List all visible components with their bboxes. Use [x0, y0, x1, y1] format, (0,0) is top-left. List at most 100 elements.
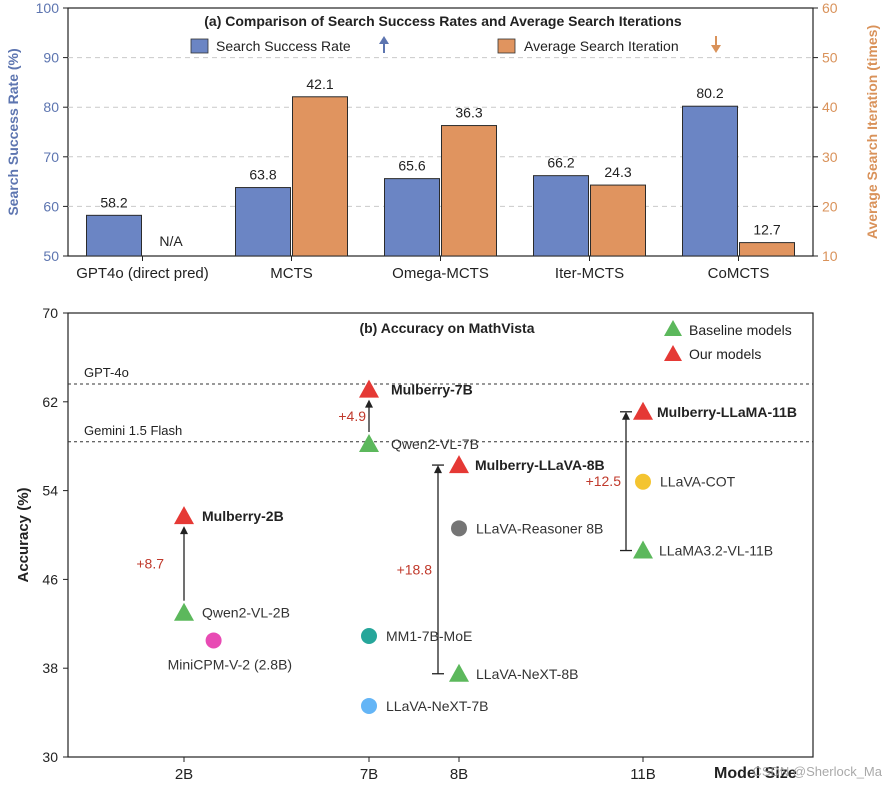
- legend-marker-ours: [664, 345, 682, 361]
- point-label: LLaVA-COT: [660, 474, 736, 490]
- x-tick-label: 2B: [175, 766, 193, 783]
- bar-na-label: N/A: [159, 233, 183, 249]
- improvement-label: +8.7: [136, 555, 164, 571]
- watermark: CSDN @Sherlock_Ma: [752, 764, 882, 779]
- y-tick-label: 80: [43, 99, 59, 115]
- x-tick-label: Iter-MCTS: [555, 265, 624, 282]
- y-axis-label-accuracy: Accuracy (%): [15, 487, 32, 582]
- bar-value-label: 58.2: [100, 194, 127, 210]
- x-tick-label: GPT4o (direct pred): [76, 265, 209, 282]
- point-label: MiniCPM-V-2 (2.8B): [168, 656, 292, 672]
- bar-search-iteration: [590, 184, 646, 257]
- y-tick-label: 54: [42, 483, 58, 499]
- x-tick-label: CoMCTS: [708, 265, 770, 282]
- y-tick-label: 50: [43, 248, 59, 264]
- improvement-label: +4.9: [338, 408, 366, 424]
- improvement-arrow: [620, 411, 632, 552]
- point-label: Mulberry-2B: [202, 508, 284, 524]
- bar-search-iteration: [292, 96, 348, 257]
- x-tick-label: Omega-MCTS: [392, 265, 489, 282]
- y-tick-label: 38: [42, 660, 58, 676]
- bar-value-label: 36.3: [455, 105, 482, 121]
- scatter-point-triangle: [174, 602, 194, 621]
- x-tick-label: 8B: [450, 766, 468, 783]
- bar-success-rate: [86, 214, 142, 257]
- scatter-point-circle: [635, 473, 651, 490]
- point-label: Qwen2-VL-2B: [202, 605, 290, 621]
- legend-marker-baseline: [664, 320, 682, 336]
- y2-tick-label: 20: [822, 198, 838, 214]
- legend-label-ours: Our models: [689, 346, 761, 362]
- bar-value-label: 42.1: [306, 76, 333, 92]
- legend-label-iteration: Average Search Iteration: [524, 38, 679, 54]
- legend-label-baseline: Baseline models: [689, 322, 792, 338]
- legend-swatch-iteration: [497, 38, 516, 54]
- reference-line-label: GPT-4o: [84, 365, 129, 380]
- y-tick-label: 60: [43, 198, 59, 214]
- x-tick-label: MCTS: [270, 265, 313, 282]
- point-label: LLaVA-NeXT-7B: [386, 698, 488, 714]
- scatter-point-triangle: [449, 663, 469, 682]
- bar-search-iteration: [739, 242, 795, 257]
- point-label: Mulberry-LLaMA-11B: [657, 404, 797, 420]
- scatter-point-circle: [361, 697, 377, 714]
- point-label: Mulberry-LLaVA-8B: [475, 457, 605, 473]
- scatter-point-triangle: [449, 455, 469, 474]
- bar-success-rate: [533, 175, 589, 257]
- legend-label-success: Search Success Rate: [216, 38, 351, 54]
- bar-value-label: 80.2: [696, 85, 723, 101]
- scatter-point-triangle: [633, 540, 653, 559]
- arrow-down-icon: [711, 36, 721, 53]
- bar-value-label: 12.7: [753, 222, 780, 238]
- scatter-point-circle: [205, 632, 222, 649]
- y2-tick-label: 50: [822, 50, 838, 66]
- y-tick-label: 70: [42, 305, 58, 321]
- y-tick-label: 70: [43, 149, 59, 165]
- scatter-point-triangle: [633, 401, 653, 420]
- reference-line-label: Gemini 1.5 Flash: [84, 423, 182, 438]
- point-label: LLaVA-NeXT-8B: [476, 666, 578, 682]
- panel-b-title: (b) Accuracy on MathVista: [359, 320, 534, 336]
- panel-b-legend: Baseline models Our models: [664, 320, 792, 362]
- panel-b-scatter-chart: 30 38 46 54 62 70 2B 7B 8B 11B GPT-4o Gemini 1.5 …: [15, 305, 814, 783]
- scatter-point-triangle: [174, 506, 194, 525]
- scatter-point-circle: [451, 520, 467, 537]
- bar-value-label: 63.8: [249, 167, 276, 183]
- bar-success-rate: [682, 105, 738, 257]
- y2-tick-label: 10: [822, 248, 838, 264]
- y2-tick-label: 40: [822, 99, 838, 115]
- point-label: Mulberry-7B: [391, 382, 473, 398]
- improvement-arrow: [365, 399, 373, 432]
- bar-value-label: 65.6: [398, 158, 425, 174]
- x-axis-label-model-size: Model Size: [714, 765, 797, 782]
- bar-value-label: 66.2: [547, 155, 574, 171]
- improvement-arrow: [432, 464, 444, 675]
- panel-a-title: (a) Comparison of Search Success Rates a…: [204, 13, 682, 29]
- y-tick-label: 30: [42, 749, 58, 765]
- scatter-point-triangle: [359, 379, 379, 398]
- point-label: MM1-7B-MoE: [386, 628, 472, 644]
- y-tick-label: 100: [36, 0, 60, 16]
- y2-tick-label: 30: [822, 149, 838, 165]
- y-axis-label-success: Search Success Rate (%): [5, 48, 21, 215]
- bar-value-label: 24.3: [604, 164, 631, 180]
- point-label: Qwen2-VL-7B: [391, 436, 479, 452]
- y-axis-label-iteration: Average Search Iteration (times): [864, 25, 880, 239]
- panel-b-frame: [67, 312, 814, 758]
- scatter-point-triangle: [359, 433, 379, 452]
- scatter-point-circle: [361, 628, 377, 645]
- arrow-up-icon: [379, 36, 389, 53]
- panel-a-bar-chart: 58.2N/A63.842.165.636.366.224.380.212.7 …: [5, 0, 880, 282]
- x-tick-label: 7B: [360, 766, 378, 783]
- y-tick-label: 62: [42, 394, 58, 410]
- improvement-label: +18.8: [397, 561, 433, 577]
- improvement-arrow: [180, 526, 188, 601]
- y-tick-label: 90: [43, 50, 59, 66]
- point-label: LLaVA-Reasoner 8B: [476, 520, 603, 536]
- y-tick-label: 46: [42, 571, 58, 587]
- bar-success-rate: [235, 187, 291, 257]
- point-label: LLaMA3.2-VL-11B: [659, 543, 773, 559]
- bar-search-iteration: [441, 125, 497, 257]
- x-tick-label: 11B: [630, 766, 656, 783]
- bar-success-rate: [384, 178, 440, 257]
